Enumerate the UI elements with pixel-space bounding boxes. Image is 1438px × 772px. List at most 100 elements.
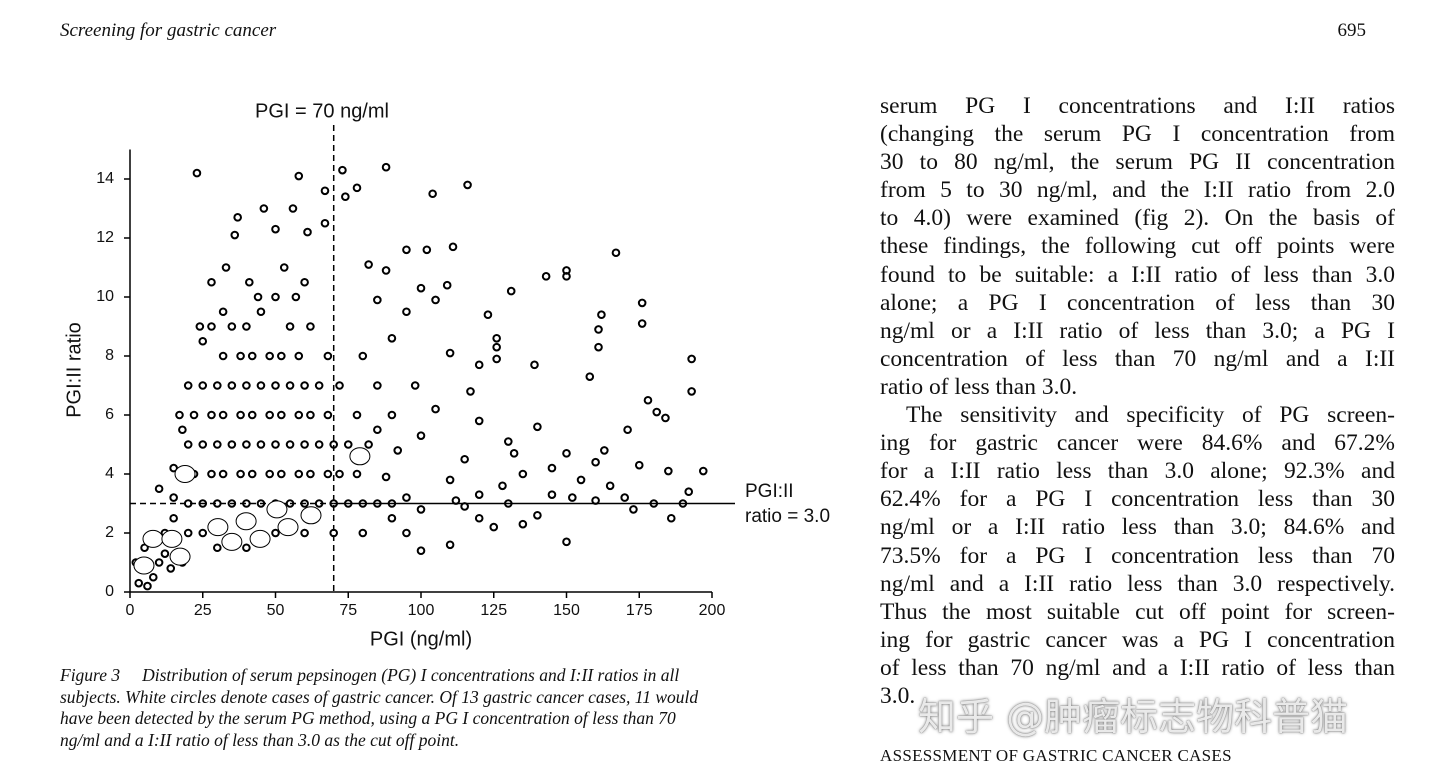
case-point — [277, 518, 299, 537]
point — [183, 381, 193, 390]
point — [684, 487, 694, 497]
point — [256, 499, 266, 508]
point — [623, 425, 632, 435]
point — [518, 519, 528, 529]
point — [460, 502, 469, 511]
point — [198, 440, 208, 449]
case-point — [142, 529, 164, 548]
watermark: 知乎 @肿瘤标志物科普猫 — [918, 695, 1349, 739]
point — [236, 351, 245, 361]
point — [227, 440, 237, 449]
x-tick-label: 200 — [699, 602, 726, 619]
case-point — [161, 529, 183, 548]
caption-line: subjects. White circles denote cases of … — [60, 686, 699, 707]
point — [585, 372, 595, 381]
point — [294, 171, 304, 181]
point — [649, 499, 659, 508]
point — [242, 543, 251, 553]
point — [664, 466, 673, 476]
point — [233, 213, 242, 222]
point — [300, 277, 309, 287]
point — [236, 410, 245, 420]
point — [600, 446, 609, 455]
point — [195, 322, 205, 331]
point — [533, 422, 542, 432]
case-point — [133, 556, 155, 575]
text-line: ng/ml or a I:II ratio of less than 3.0; … — [880, 317, 1395, 344]
point — [303, 227, 312, 237]
point — [183, 528, 193, 538]
point — [387, 334, 397, 343]
point — [285, 322, 295, 331]
text-line: of less than 70 ng/ml and a I:II ratio o… — [880, 654, 1395, 681]
case-point — [207, 518, 229, 537]
point — [329, 528, 339, 538]
point — [591, 457, 600, 467]
point — [402, 528, 411, 538]
point — [213, 499, 222, 508]
point — [393, 446, 403, 455]
text-line: 73.5% for a PG I concentration less than… — [880, 542, 1395, 569]
point — [271, 440, 280, 449]
x-tick-label: 50 — [267, 602, 285, 619]
text-line: concentration of less than 70 ng/ml and … — [880, 345, 1395, 372]
point — [591, 496, 600, 505]
point — [547, 463, 557, 473]
point — [431, 404, 440, 414]
point — [198, 499, 208, 508]
cutoff-label: PGI:II — [745, 481, 794, 502]
point — [428, 189, 437, 199]
point — [576, 475, 586, 485]
point — [402, 245, 411, 255]
point — [343, 440, 353, 449]
point — [300, 381, 309, 390]
point — [271, 224, 280, 234]
point — [314, 381, 324, 390]
page-number: 695 — [1337, 20, 1367, 41]
point — [492, 334, 501, 343]
point — [140, 543, 149, 553]
point — [373, 381, 382, 390]
point — [154, 484, 164, 494]
point — [198, 336, 208, 346]
point — [294, 469, 304, 479]
point — [373, 295, 382, 305]
point — [285, 381, 295, 390]
point — [323, 410, 333, 420]
point — [466, 387, 475, 396]
text-line: serum PG I concentrations and I:II ratio… — [880, 93, 1395, 119]
point — [416, 505, 426, 514]
point — [381, 162, 391, 172]
point — [620, 493, 630, 502]
point — [323, 351, 333, 361]
point — [594, 342, 603, 352]
y-axis-label: PGI:II ratio — [63, 322, 85, 418]
y-tick-label: 6 — [105, 406, 114, 423]
point — [271, 381, 280, 390]
point — [265, 351, 274, 361]
point — [509, 449, 519, 458]
point — [364, 260, 373, 269]
point — [547, 490, 557, 499]
point — [541, 272, 551, 281]
y-tick-label: 0 — [105, 583, 114, 600]
point — [320, 218, 330, 228]
point — [498, 481, 507, 491]
text-line: ing for gastric cancer were 84.6% and 67… — [880, 430, 1395, 457]
caption-label: Figure 3 — [60, 665, 121, 685]
point — [271, 292, 280, 302]
point — [236, 469, 245, 479]
point — [134, 578, 144, 588]
point — [154, 558, 164, 567]
point — [416, 546, 426, 556]
x-tick-label: 125 — [480, 602, 507, 619]
point — [562, 537, 571, 547]
text-line: to 4.0) were examined (fig 2). On the ba… — [880, 205, 1395, 232]
y-tick-label: 4 — [105, 465, 114, 482]
point — [687, 387, 696, 396]
x-tick-label: 100 — [408, 602, 435, 619]
point — [489, 522, 499, 532]
point — [221, 263, 231, 272]
point — [265, 469, 274, 479]
y-tick-label: 12 — [96, 229, 114, 246]
